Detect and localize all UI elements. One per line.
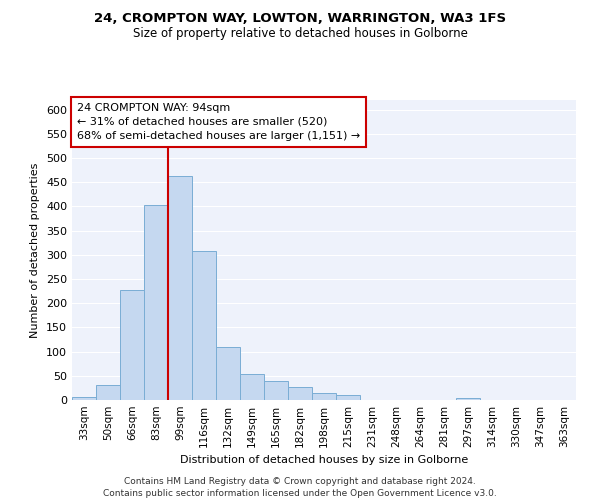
Bar — [96, 386, 120, 400]
Bar — [240, 374, 264, 400]
Bar — [72, 396, 96, 400]
Bar — [312, 393, 336, 400]
Bar — [288, 387, 312, 400]
Bar — [120, 290, 144, 400]
Bar — [336, 394, 360, 400]
X-axis label: Distribution of detached houses by size in Golborne: Distribution of detached houses by size … — [180, 456, 468, 466]
Text: Size of property relative to detached houses in Golborne: Size of property relative to detached ho… — [133, 28, 467, 40]
Bar — [192, 252, 216, 400]
Bar — [264, 380, 288, 400]
Text: 24, CROMPTON WAY, LOWTON, WARRINGTON, WA3 1FS: 24, CROMPTON WAY, LOWTON, WARRINGTON, WA… — [94, 12, 506, 26]
Text: 24 CROMPTON WAY: 94sqm
← 31% of detached houses are smaller (520)
68% of semi-de: 24 CROMPTON WAY: 94sqm ← 31% of detached… — [77, 103, 360, 141]
Text: Contains HM Land Registry data © Crown copyright and database right 2024.
Contai: Contains HM Land Registry data © Crown c… — [103, 476, 497, 498]
Bar — [144, 205, 168, 400]
Y-axis label: Number of detached properties: Number of detached properties — [31, 162, 40, 338]
Bar — [216, 347, 240, 400]
Bar — [456, 398, 480, 400]
Bar — [168, 176, 192, 400]
